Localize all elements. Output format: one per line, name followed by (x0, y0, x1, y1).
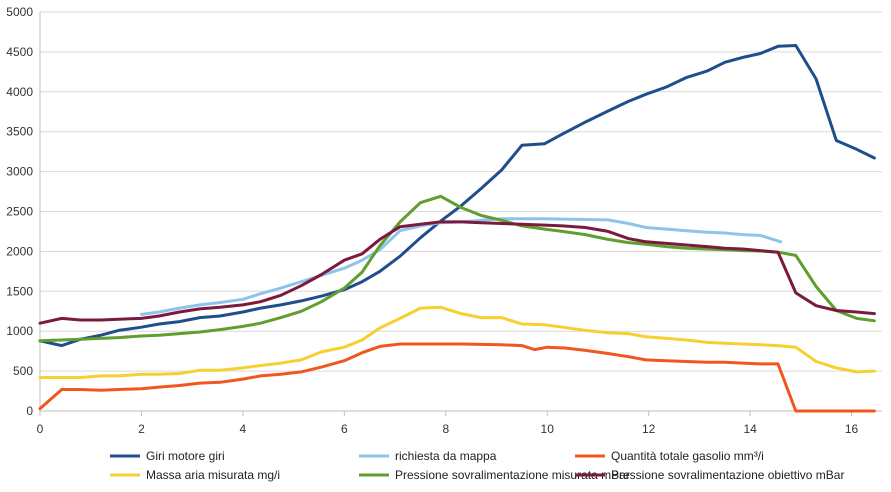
gridlines (40, 11, 882, 412)
legend-label-3: Quantità totale gasolio mm³/i (611, 449, 764, 463)
x-tick-label: 8 (442, 422, 449, 436)
x-tick-label: 0 (37, 422, 44, 436)
x-tick-label: 6 (341, 422, 348, 436)
y-tick-label: 2500 (6, 205, 33, 219)
x-tick-label: 4 (240, 422, 247, 436)
y-tick-label: 5000 (6, 5, 33, 19)
axes (39, 12, 882, 416)
x-tick-label: 2 (138, 422, 145, 436)
series-line-5 (38, 194, 876, 343)
legend-label-1: Giri motore giri (146, 449, 225, 463)
series-line-2 (139, 217, 783, 316)
x-tick-label: 16 (845, 422, 859, 436)
y-tick-label: 3500 (6, 125, 33, 139)
series-line-4 (38, 305, 876, 379)
legend: Giri motore giri richiesta da mappa Quanti… (110, 449, 844, 482)
series-line-6 (38, 220, 876, 325)
y-tick-label: 1000 (6, 324, 33, 338)
legend-label-4: Massa aria misurata mg/i (146, 468, 280, 482)
x-tick-label: 12 (642, 422, 656, 436)
y-tick-label: 4500 (6, 45, 33, 59)
series-line-1 (38, 44, 876, 348)
legend-label-5: Pressione sovralimentazione misurata mBa… (395, 468, 630, 482)
y-tick-label: 500 (13, 364, 33, 378)
series-lines (38, 44, 876, 413)
x-tick-labels: 0 2 4 6 8 10 12 14 16 (37, 422, 859, 436)
y-tick-label: 2000 (6, 244, 33, 258)
y-tick-labels: 0 500 1000 1500 2000 2500 3000 3500 4000 4500 5000 (6, 5, 33, 418)
y-tick-label: 0 (26, 404, 33, 418)
x-tick-label: 10 (541, 422, 555, 436)
y-tick-label: 3000 (6, 165, 33, 179)
legend-label-2: richiesta da mappa (395, 449, 497, 463)
y-tick-label: 1500 (6, 284, 33, 298)
y-tick-label: 4000 (6, 85, 33, 99)
legend-label-6: Pressione sovralimentazione obiettivo mB… (611, 468, 844, 482)
series-line-3 (38, 342, 876, 413)
x-tick-label: 14 (743, 422, 757, 436)
